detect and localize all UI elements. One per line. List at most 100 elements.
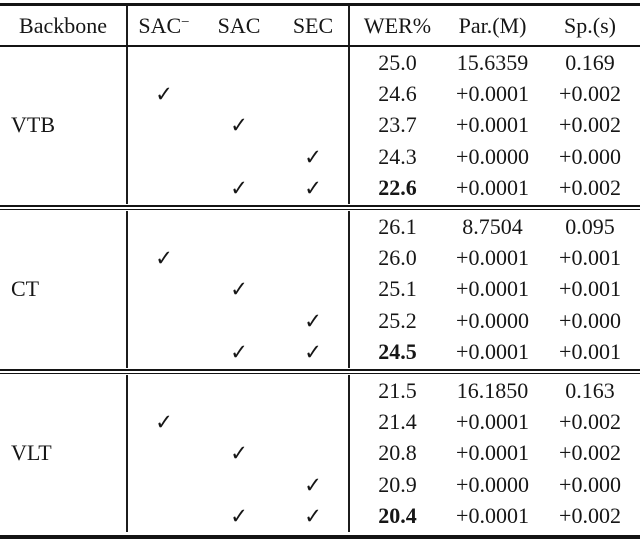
wer-cell: 22.6 [350, 173, 445, 204]
wer-cell: 20.8 [350, 438, 445, 469]
superscript-minus: − [181, 13, 190, 30]
check-cell-sac-minus [128, 47, 200, 78]
par-cell-value: +0.0000 [456, 471, 529, 497]
par-cell: 15.6359 [445, 47, 540, 78]
checkmark-icon: ✓ [230, 112, 248, 139]
par-cell: +0.0001 [445, 173, 540, 204]
sp-cell: +0.002 [540, 173, 640, 204]
wer-cell: 25.1 [350, 274, 445, 305]
check-cell-sec [278, 374, 350, 407]
check-cell-sac: ✓ [200, 337, 278, 368]
col-header-sac: SAC [200, 6, 278, 45]
par-cell-value: +0.0001 [456, 81, 529, 107]
par-cell: +0.0001 [445, 337, 540, 368]
wer-cell-value: 21.5 [378, 377, 417, 403]
par-cell-value: +0.0000 [456, 307, 529, 333]
par-cell-value: +0.0001 [456, 440, 529, 466]
par-cell: 16.1850 [445, 375, 540, 406]
check-cell-sac: ✓ [200, 110, 278, 141]
wer-cell-value: 25.1 [378, 276, 417, 302]
backbone-group-vlt: VLT 21.5 16.1850 0.163 ✓ 21.4 +0.0001 +0.002 ✓ 20… [0, 374, 640, 532]
checkmark-icon: ✓ [155, 81, 173, 107]
wer-cell: 21.5 [350, 375, 445, 406]
wer-cell: 24.3 [350, 141, 445, 172]
check-cell-sac-minus [128, 438, 200, 469]
table-bottom-rule [0, 534, 640, 539]
check-cell-sac-minus [128, 274, 200, 305]
par-cell: +0.0001 [445, 406, 540, 437]
wer-cell: 20.9 [350, 469, 445, 500]
col-header-par-label: Par.(M) [458, 12, 527, 38]
wer-cell-value: 24.3 [378, 143, 417, 169]
wer-cell: 26.0 [350, 242, 445, 273]
wer-cell-value: 26.1 [378, 213, 417, 239]
check-cell-sec: ✓ [278, 336, 350, 368]
sp-cell: +0.002 [540, 438, 640, 469]
checkmark-icon: ✓ [155, 245, 173, 271]
par-cell: +0.0001 [445, 500, 540, 531]
check-cell-sac [200, 78, 278, 109]
col-header-sec-label: SEC [292, 12, 334, 38]
sp-cell-value: +0.000 [559, 307, 621, 333]
sp-cell-value: +0.002 [559, 440, 621, 466]
checkmark-icon: ✓ [304, 175, 322, 201]
table-header-row: Backbone SAC− SAC SEC WER% Par.(M) Sp.(s… [0, 6, 640, 47]
wer-cell: 25.0 [350, 47, 445, 78]
col-header-backbone-label: Backbone [19, 12, 107, 38]
sp-cell-value: +0.002 [559, 175, 621, 201]
wer-cell: 24.6 [350, 78, 445, 109]
sp-cell: +0.001 [540, 337, 640, 368]
check-cell-sac [200, 242, 278, 273]
check-cell-sac-minus [128, 337, 200, 368]
check-cell-sec: ✓ [278, 141, 350, 173]
sp-cell-value: +0.002 [559, 81, 621, 107]
sp-cell-value: +0.001 [559, 276, 621, 302]
wer-cell-value: 24.6 [378, 81, 417, 107]
par-cell-value: 16.1850 [456, 377, 529, 403]
check-cell-sac-minus [128, 211, 200, 242]
check-cell-sac-minus [128, 141, 200, 172]
group-separator-rule [0, 368, 640, 374]
check-cell-sac: ✓ [200, 500, 278, 531]
par-cell: +0.0001 [445, 78, 540, 109]
sp-cell: +0.000 [540, 469, 640, 500]
check-cell-sac [200, 406, 278, 437]
check-cell-sec: ✓ [278, 469, 350, 501]
check-cell-sac-minus [128, 469, 200, 500]
backbone-label-vtb: VTB [0, 47, 128, 204]
check-cell-sac [200, 375, 278, 406]
check-cell-sec [278, 210, 350, 243]
sp-cell-value: +0.001 [559, 339, 621, 365]
sp-cell: 0.163 [540, 375, 640, 406]
wer-cell-value: 21.4 [378, 408, 417, 434]
check-cell-sac-minus [128, 173, 200, 204]
check-cell-sac-minus: ✓ [128, 78, 200, 109]
checkmark-icon: ✓ [230, 440, 248, 466]
sp-cell-value: +0.000 [559, 471, 621, 497]
wer-cell-value: 25.2 [378, 307, 417, 333]
check-cell-sec [278, 78, 350, 110]
sp-cell-value: +0.000 [559, 143, 621, 169]
check-cell-sac-minus [128, 305, 200, 336]
par-cell: +0.0001 [445, 438, 540, 469]
par-cell-value: +0.0001 [456, 175, 529, 201]
wer-cell-value: 20.9 [378, 471, 417, 497]
check-cell-sec [278, 109, 350, 142]
par-cell-value: +0.0000 [456, 143, 529, 169]
check-cell-sec [278, 273, 350, 306]
col-header-par: Par.(M) [445, 6, 540, 45]
wer-cell-value: 20.4 [378, 503, 417, 529]
sp-cell: +0.000 [540, 141, 640, 172]
checkmark-icon: ✓ [304, 503, 322, 529]
col-header-sec: SEC [278, 6, 350, 45]
sp-cell: +0.000 [540, 305, 640, 336]
par-cell-value: +0.0001 [456, 245, 529, 271]
sp-cell-value: +0.002 [559, 503, 621, 529]
check-cell-sec [278, 47, 350, 79]
par-cell: +0.0000 [445, 141, 540, 172]
col-header-backbone: Backbone [0, 6, 128, 45]
ablation-table: Backbone SAC− SAC SEC WER% Par.(M) Sp.(s… [0, 3, 640, 539]
par-cell-value: +0.0001 [456, 112, 529, 138]
check-cell-sac-minus: ✓ [128, 406, 200, 437]
checkmark-icon: ✓ [230, 276, 248, 303]
